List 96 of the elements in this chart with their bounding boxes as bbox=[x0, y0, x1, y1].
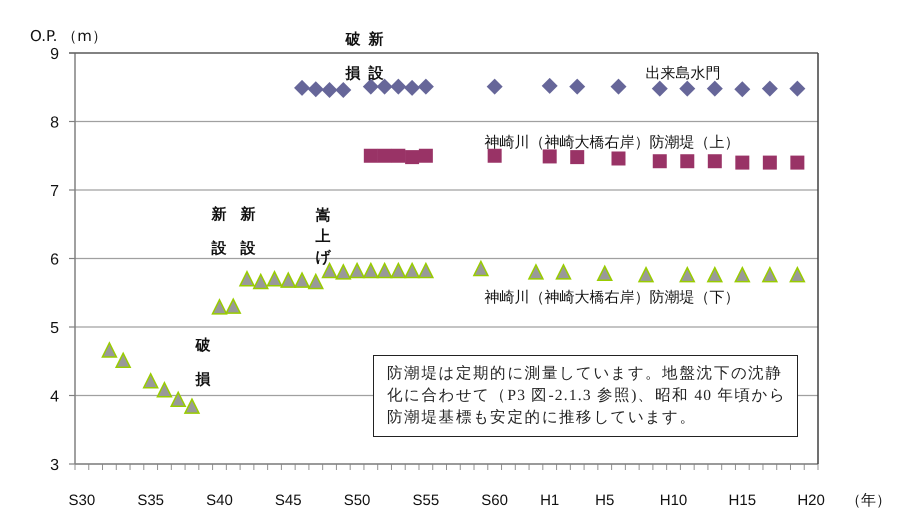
point bbox=[418, 78, 434, 95]
point bbox=[294, 272, 310, 288]
point bbox=[142, 373, 158, 389]
point bbox=[790, 266, 806, 282]
point bbox=[308, 274, 324, 290]
point bbox=[652, 80, 668, 97]
point bbox=[789, 80, 806, 97]
point bbox=[404, 80, 420, 96]
y-tick-label: 7 bbox=[50, 183, 60, 200]
x-tick-label: H5 bbox=[595, 492, 614, 508]
point bbox=[735, 156, 750, 170]
point bbox=[679, 80, 696, 97]
point bbox=[322, 82, 338, 98]
x-tick-label: S45 bbox=[274, 492, 302, 508]
annotation: 新設 bbox=[240, 205, 256, 257]
point bbox=[362, 78, 379, 95]
annotation: 防潮堤は定期的に測量しています。地盤沈下の沈静化に合わせて（P3 図-2.1.3 参照)、昭和 40 年頃から防潮堤基標も安定的に推移しています。 bbox=[373, 355, 798, 437]
point bbox=[707, 266, 723, 282]
x-tick-label: H10 bbox=[660, 492, 688, 508]
point bbox=[364, 148, 378, 163]
point bbox=[376, 78, 393, 95]
x-tick-label: H15 bbox=[728, 492, 756, 508]
annotation: 嵩上げ bbox=[316, 206, 330, 266]
point bbox=[418, 262, 434, 278]
point bbox=[266, 270, 282, 286]
point bbox=[212, 299, 228, 315]
point bbox=[102, 342, 118, 358]
x-tick-label: S30 bbox=[68, 492, 96, 508]
series-label: 神崎川（神崎大橋右岸）防潮堤（下） bbox=[484, 288, 740, 306]
point bbox=[239, 270, 255, 286]
x-tick-label: S35 bbox=[137, 492, 164, 508]
point bbox=[115, 352, 131, 368]
point bbox=[762, 80, 778, 97]
series-label: 出来島水門 bbox=[646, 64, 720, 82]
point bbox=[680, 154, 694, 168]
y-tick-label: 8 bbox=[50, 114, 60, 132]
point bbox=[680, 266, 696, 282]
x-tick-label: S40 bbox=[206, 492, 233, 508]
point bbox=[473, 260, 489, 276]
point bbox=[542, 78, 558, 94]
y-axis-title: O.P. （m） bbox=[30, 27, 107, 45]
y-tick-label: 9 bbox=[50, 46, 60, 63]
x-tick-label: H20 bbox=[797, 492, 825, 508]
point bbox=[542, 149, 557, 164]
point bbox=[376, 262, 392, 278]
point bbox=[390, 262, 406, 278]
point bbox=[790, 156, 804, 170]
point bbox=[734, 81, 750, 98]
x-tick-label: S60 bbox=[481, 492, 508, 508]
point bbox=[556, 264, 572, 280]
point bbox=[762, 156, 777, 170]
point bbox=[225, 298, 241, 314]
annotation: 新設 bbox=[212, 205, 226, 257]
point bbox=[391, 148, 406, 163]
annotation: 新設 bbox=[368, 30, 384, 82]
y-tick-label: 5 bbox=[50, 320, 60, 337]
annotation: 破損 bbox=[346, 30, 360, 82]
y-tick-label: 6 bbox=[50, 252, 60, 268]
point bbox=[308, 81, 324, 98]
point bbox=[335, 82, 352, 98]
point bbox=[363, 262, 379, 278]
y-tick-label: 3 bbox=[50, 457, 60, 474]
point bbox=[652, 154, 667, 168]
point bbox=[610, 78, 626, 95]
x-tick-label: H1 bbox=[540, 492, 560, 508]
point bbox=[156, 382, 172, 398]
point bbox=[638, 266, 654, 282]
point bbox=[488, 148, 502, 163]
point bbox=[280, 272, 296, 288]
point bbox=[762, 266, 778, 282]
point bbox=[405, 150, 420, 164]
series-label: 神崎川（神崎大橋右岸）防潮堤（上） bbox=[484, 133, 740, 151]
point bbox=[349, 262, 365, 278]
x-axis-title: （年） bbox=[846, 491, 891, 508]
point bbox=[170, 392, 186, 408]
point bbox=[418, 148, 433, 163]
point bbox=[486, 78, 503, 95]
x-tick-label: S50 bbox=[344, 492, 370, 508]
point bbox=[734, 266, 750, 282]
point bbox=[570, 150, 584, 164]
point bbox=[706, 80, 723, 97]
point bbox=[611, 151, 626, 166]
point bbox=[184, 398, 200, 414]
point bbox=[294, 80, 310, 96]
y-tick-label: 4 bbox=[50, 388, 60, 406]
point bbox=[390, 78, 406, 95]
point bbox=[404, 262, 420, 278]
x-tick-label: S55 bbox=[412, 492, 440, 508]
point bbox=[378, 148, 392, 163]
point bbox=[569, 78, 586, 95]
point bbox=[253, 274, 268, 290]
point bbox=[596, 266, 612, 282]
point bbox=[528, 264, 544, 280]
point bbox=[336, 264, 352, 280]
annotation: 破損 bbox=[196, 336, 210, 388]
point bbox=[708, 154, 722, 168]
